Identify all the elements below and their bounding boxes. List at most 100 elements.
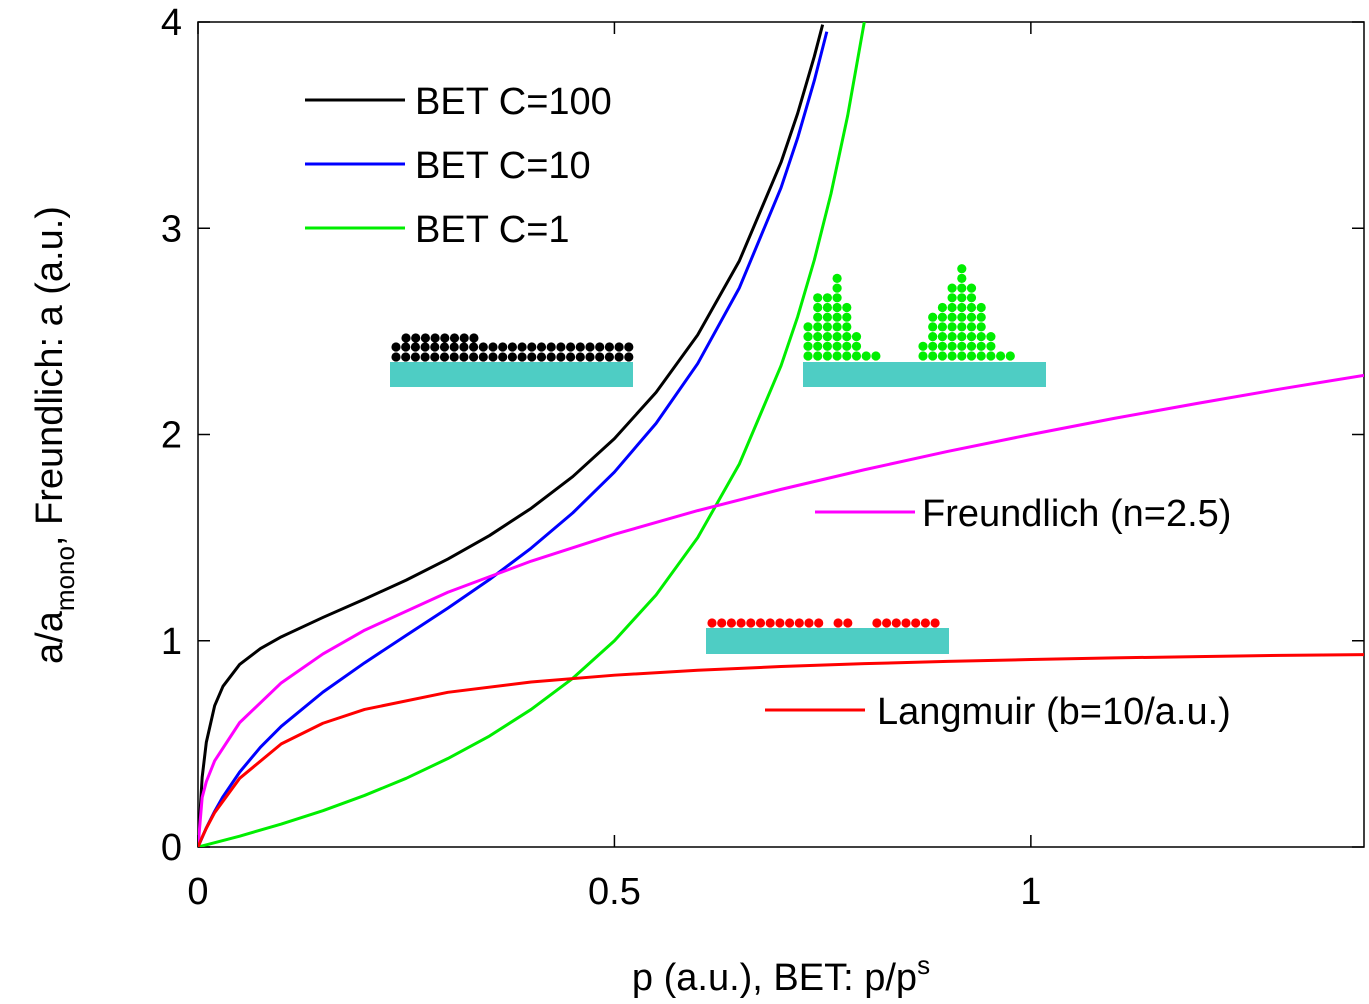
molecule xyxy=(911,618,921,628)
molecule xyxy=(813,293,823,303)
molecule xyxy=(478,352,488,362)
molecule xyxy=(804,618,814,628)
molecule xyxy=(851,351,862,361)
molecule xyxy=(822,302,833,313)
molecule xyxy=(546,342,556,352)
molecule xyxy=(957,264,967,274)
molecule xyxy=(832,293,842,303)
molecule xyxy=(861,351,871,361)
molecule xyxy=(755,618,766,628)
molecule xyxy=(832,312,842,322)
molecule xyxy=(957,293,967,303)
molecule xyxy=(430,342,440,352)
y-tick-label: 2 xyxy=(161,415,182,457)
molecule xyxy=(957,332,967,342)
molecule xyxy=(1005,351,1015,361)
molecule xyxy=(842,341,852,351)
y-tick-label: 3 xyxy=(161,208,182,250)
molecule xyxy=(986,341,996,351)
molecule xyxy=(595,342,605,352)
molecule xyxy=(707,618,717,628)
molecule xyxy=(736,618,746,628)
molecule xyxy=(604,342,615,352)
molecule xyxy=(976,322,986,332)
molecule xyxy=(391,342,401,352)
molecule xyxy=(928,341,938,351)
molecule xyxy=(872,618,882,628)
molecule xyxy=(449,333,460,343)
molecule xyxy=(803,322,813,332)
molecule xyxy=(822,312,833,322)
molecule xyxy=(813,302,823,313)
molecule xyxy=(822,293,833,303)
molecule xyxy=(813,312,823,322)
molecule xyxy=(822,351,833,361)
molecule xyxy=(459,333,469,343)
molecule xyxy=(517,352,527,362)
molecule xyxy=(842,322,852,332)
molecule xyxy=(420,342,430,352)
molecule xyxy=(986,351,996,361)
molecule xyxy=(937,302,948,313)
molecule xyxy=(966,332,977,342)
ticks: 0 0.5 1 0 1 2 3 4 xyxy=(161,2,1364,913)
y-tick-label: 0 xyxy=(161,827,182,869)
molecule xyxy=(986,332,996,342)
molecule xyxy=(832,273,842,283)
molecule xyxy=(832,322,842,332)
molecule xyxy=(410,342,420,352)
molecule xyxy=(585,342,595,352)
molecule xyxy=(803,332,813,342)
molecule xyxy=(947,283,957,293)
molecule xyxy=(976,341,986,351)
molecule xyxy=(832,283,842,293)
surface xyxy=(803,362,1046,387)
molecule xyxy=(814,618,824,628)
legend-label: Freundlich (n=2.5) xyxy=(922,493,1231,535)
molecule xyxy=(459,352,469,362)
molecule xyxy=(947,312,957,322)
molecule xyxy=(765,618,775,628)
molecule xyxy=(822,341,833,351)
molecule xyxy=(813,341,823,351)
legend-label: BET C=1 xyxy=(415,209,570,251)
molecule xyxy=(966,302,977,313)
molecule xyxy=(507,352,517,362)
series-line xyxy=(198,653,1364,847)
molecule xyxy=(449,352,459,362)
legend-label: Langmuir (b=10/a.u.) xyxy=(877,691,1231,733)
molecule xyxy=(966,283,977,293)
molecule xyxy=(966,322,977,332)
molecule xyxy=(469,342,479,352)
molecule xyxy=(439,342,450,352)
molecule xyxy=(996,351,1006,361)
molecule xyxy=(785,618,795,628)
legend-label: BET C=100 xyxy=(415,81,612,123)
molecule xyxy=(488,352,498,362)
molecule xyxy=(546,352,556,362)
molecule xyxy=(459,342,469,352)
molecule xyxy=(891,618,901,628)
molecule xyxy=(957,341,967,351)
molecule xyxy=(832,341,842,351)
molecule xyxy=(585,352,595,362)
x-tick-label: 0 xyxy=(187,871,208,913)
molecule xyxy=(439,352,450,362)
molecule xyxy=(575,352,585,362)
molecule xyxy=(401,342,411,352)
molecule xyxy=(976,302,986,313)
molecule xyxy=(536,342,547,352)
molecule xyxy=(430,333,440,343)
molecule xyxy=(901,618,911,628)
molecule xyxy=(851,341,862,351)
molecule xyxy=(507,342,517,352)
molecule xyxy=(957,322,967,332)
molecule xyxy=(928,322,938,332)
y-label-text: , Freundlich: a (a.u.) xyxy=(29,206,71,546)
molecule xyxy=(794,618,804,628)
molecule xyxy=(813,332,823,342)
molecule xyxy=(947,302,957,313)
molecule xyxy=(410,352,420,362)
molecule xyxy=(566,342,576,352)
